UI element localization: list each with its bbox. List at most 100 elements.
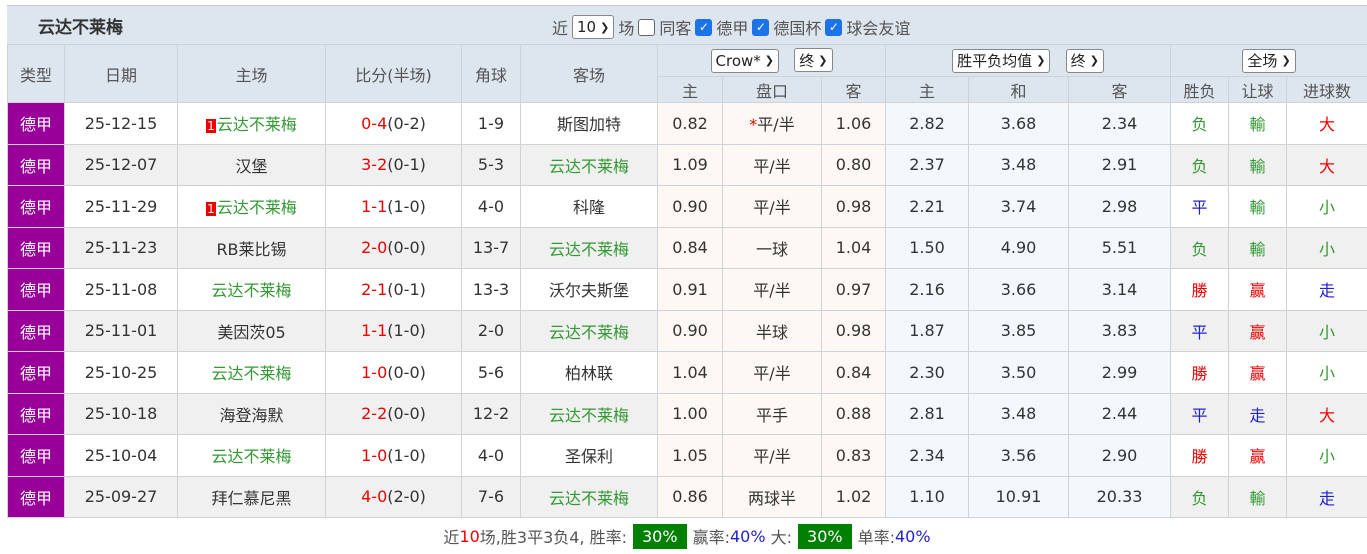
league-badge[interactable]: 德甲 (20, 240, 52, 259)
league-cell: 德甲 (8, 103, 65, 145)
corner-cell: 1-9 (462, 103, 521, 145)
home-team[interactable]: 拜仁慕尼黑 (211, 489, 291, 508)
summary-text: 赢率: (693, 524, 730, 548)
home-team[interactable]: 云达不莱梅 (211, 281, 291, 300)
home-team[interactable]: 云达不莱梅 (211, 364, 291, 383)
euro-stage-select[interactable]: 终❯ (1066, 49, 1104, 73)
hc-home-cell: 1.05 (658, 435, 723, 477)
home-team[interactable]: 云达不莱梅 (217, 115, 297, 134)
away-team[interactable]: 云达不莱梅 (549, 240, 629, 259)
league-badge[interactable]: 德甲 (20, 489, 52, 508)
stage-value: 终 (799, 50, 814, 71)
hc-line-cell: 平/半 (723, 144, 822, 186)
league-badge[interactable]: 德甲 (20, 364, 52, 383)
away-cell: 云达不莱梅 (521, 227, 658, 269)
league-badge[interactable]: 德甲 (20, 115, 52, 134)
league-badge[interactable]: 德甲 (20, 447, 52, 466)
corner-cell: 5-6 (462, 352, 521, 394)
cup-checkbox[interactable]: ✓ (752, 19, 769, 36)
away-team[interactable]: 云达不莱梅 (549, 489, 629, 508)
summary-text: 近 (443, 524, 459, 548)
hc-away-cell: 0.88 (822, 393, 886, 435)
home-team[interactable]: 海登海默 (219, 406, 283, 425)
unit-label: 场 (618, 15, 634, 39)
hc-home-odds: 0.90 (672, 197, 708, 216)
league-badge[interactable]: 德甲 (20, 281, 52, 300)
home-team[interactable]: 美因茨05 (217, 323, 285, 342)
home-team[interactable]: 汉堡 (235, 157, 267, 176)
over-under-result: 小 (1319, 364, 1335, 383)
eu-away-cell: 2.34 (1069, 103, 1171, 145)
scope-select[interactable]: 全场❯ (1242, 49, 1295, 73)
hc-line-cell: 平/半 (723, 435, 822, 477)
half-time-score: (0-2) (387, 114, 426, 133)
red-card-count: 1 (206, 119, 216, 133)
friendly-checkbox[interactable]: ✓ (825, 19, 842, 36)
match-date: 25-11-01 (85, 321, 158, 340)
corner-cell: 2-0 (462, 310, 521, 352)
home-team[interactable]: 云达不莱梅 (217, 198, 297, 217)
hc-away-cell: 0.97 (822, 269, 886, 311)
home-team[interactable]: 云达不莱梅 (211, 447, 291, 466)
avg-select[interactable]: 胜平负均值❯ (952, 49, 1050, 73)
handicap-line: 两球半 (748, 489, 796, 508)
handicap-result: 赢 (1250, 323, 1266, 342)
ou-cell: 大 (1287, 103, 1367, 145)
eu-away-cell: 3.14 (1069, 269, 1171, 311)
company-select[interactable]: Crow*❯ (711, 49, 779, 73)
friendly-label: 球会友谊 (846, 15, 910, 39)
away-team[interactable]: 斯图加特 (557, 115, 621, 134)
eu-draw-cell: 3.48 (969, 144, 1069, 186)
away-team[interactable]: 柏林联 (565, 364, 613, 383)
away-cell: 云达不莱梅 (521, 310, 658, 352)
league-checkbox[interactable]: ✓ (695, 19, 712, 36)
handicap-stage-select[interactable]: 终❯ (794, 48, 832, 72)
ou-cell: 走 (1287, 476, 1367, 518)
scope-value: 全场 (1247, 50, 1277, 71)
corner-cell: 13-7 (462, 227, 521, 269)
league-badge[interactable]: 德甲 (20, 406, 52, 425)
summary-text: 场,胜3平3负4, 胜率: (480, 524, 627, 548)
red-card-count: 1 (206, 202, 216, 216)
eu-away-cell: 2.98 (1069, 186, 1171, 228)
euro-home-odds: 2.16 (909, 280, 945, 299)
match-date: 25-10-04 (85, 446, 158, 465)
same-venue-checkbox[interactable] (638, 19, 655, 36)
hc-line-cell: 平/半 (723, 186, 822, 228)
handicap-result: 赢 (1250, 447, 1266, 466)
league-badge[interactable]: 德甲 (20, 198, 52, 217)
col-result: 胜负 (1171, 77, 1229, 103)
league-label: 德甲 (716, 15, 748, 39)
eu-home-cell: 1.50 (886, 227, 969, 269)
away-team[interactable]: 科隆 (573, 198, 605, 217)
away-team[interactable]: 云达不莱梅 (549, 157, 629, 176)
result-cell: 负 (1171, 144, 1229, 186)
over-under-result: 大 (1319, 115, 1335, 134)
league-badge[interactable]: 德甲 (20, 323, 52, 342)
euro-draw-odds: 10.91 (996, 487, 1042, 506)
col-eu-home: 主 (886, 77, 969, 103)
euro-away-odds: 2.34 (1102, 114, 1138, 133)
away-team[interactable]: 沃尔夫斯堡 (549, 281, 629, 300)
away-team[interactable]: 圣保利 (565, 447, 613, 466)
away-team[interactable]: 云达不莱梅 (549, 406, 629, 425)
home-team[interactable]: RB莱比锡 (216, 240, 286, 259)
match-count-select[interactable]: 10❯ (572, 15, 614, 39)
corners: 5-6 (478, 363, 504, 382)
result-cell: 负 (1171, 227, 1229, 269)
away-team[interactable]: 云达不莱梅 (549, 323, 629, 342)
league-badge[interactable]: 德甲 (20, 157, 52, 176)
away-cell: 云达不莱梅 (521, 393, 658, 435)
score-cell: 3-2(0-1) (326, 144, 462, 186)
euro-home-odds: 2.34 (909, 446, 945, 465)
